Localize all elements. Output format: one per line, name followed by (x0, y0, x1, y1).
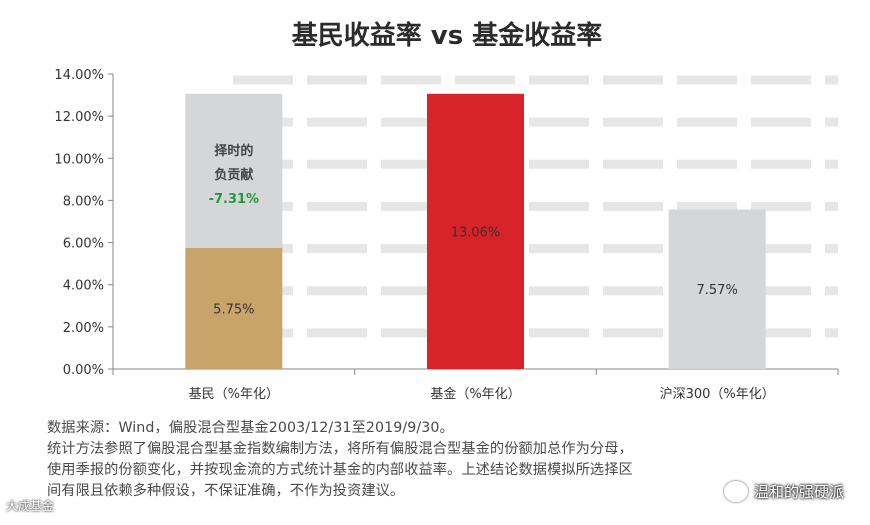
bar-note-value: -7.31% (209, 192, 260, 207)
bar-segment (668, 209, 766, 369)
bars (185, 93, 766, 370)
source-line: 使用季报的份额变化，并按现金流的方式统计基金的内部收益率。上述结论数据模拟所选择… (47, 462, 633, 478)
bar-value-label: 7.57% (697, 283, 738, 298)
chart-title: 基民收益率 vs 基金收益率 (292, 20, 603, 51)
y-tick-label: 2.00% (63, 321, 104, 336)
bar-segment (185, 247, 283, 369)
bar-value-label: 5.75% (213, 302, 254, 317)
y-tick-label: 8.00% (63, 194, 104, 209)
bar-segment (427, 93, 524, 370)
x-category-label: 沪深300（%年化） (660, 386, 775, 402)
watermark-text: 温和的强硬派 (753, 483, 844, 501)
source-line: 统计方法参照了偏股混合型基金指数编制方法，将所有偏股混合型基金的份额加总作为分母… (47, 441, 633, 457)
y-tick-label: 4.00% (63, 279, 104, 294)
bar-value-label: 13.06% (451, 225, 501, 240)
wechat-watermark: 温和的强硬派 (723, 481, 844, 502)
x-category-label: 基民（%年化） (189, 387, 279, 402)
source-line: 间有限且依赖多种假设，不保证准确，不作为投资建议。 (47, 483, 405, 499)
logo-text: 大成基金 (6, 499, 55, 513)
source-line: 数据来源：Wind，偏股混合型基金2003/12/31至2019/9/30。 (47, 420, 454, 436)
grid-lines (233, 75, 838, 338)
brand-logo: 大成基金 (6, 497, 54, 514)
x-category-label: 基金（%年化） (430, 386, 520, 402)
y-tick-label: 10.00% (54, 152, 104, 167)
source-note: 数据来源：Wind，偏股混合型基金2003/12/31至2019/9/30。 统… (47, 418, 847, 502)
bar-note-label: 负贡献 (214, 167, 253, 183)
y-tick-label: 14.00% (54, 68, 104, 83)
wechat-icon (723, 481, 748, 502)
bar-note-label: 择时的 (214, 143, 253, 159)
y-tick-label: 12.00% (54, 110, 104, 125)
bar-segment (185, 93, 283, 248)
y-tick-label: 0.00% (63, 363, 104, 378)
y-tick-label: 6.00% (63, 237, 104, 252)
